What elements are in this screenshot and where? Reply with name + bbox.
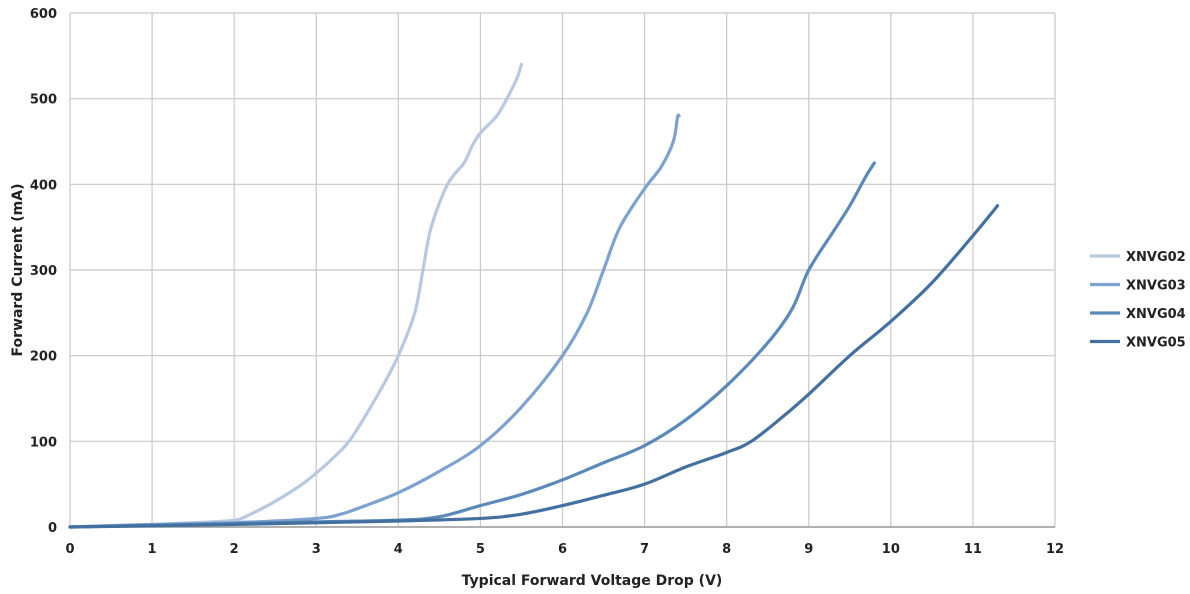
x-tick-label: 0: [65, 542, 74, 557]
x-tick-label: 4: [394, 542, 403, 557]
legend: XNVG02 XNVG03 XNVG04 XNVG05: [1090, 250, 1186, 351]
y-tick-label: 300: [30, 264, 57, 279]
x-tick-label: 12: [1046, 542, 1064, 557]
x-tick-label: 10: [882, 542, 900, 557]
y-tick-label: 500: [30, 93, 57, 108]
x-tick-label: 8: [722, 542, 731, 557]
y-axis-title: Forward Current (mA): [10, 184, 26, 357]
legend-label-xnvg05: XNVG05: [1126, 336, 1186, 351]
legend-label-xnvg03: XNVG03: [1126, 279, 1186, 294]
x-tick-label: 3: [312, 542, 321, 557]
x-tick-label: 7: [640, 542, 649, 557]
grid: [69, 12, 1056, 528]
x-axis-title: Typical Forward Voltage Drop (V): [462, 573, 723, 589]
y-tick-label: 200: [30, 350, 57, 365]
x-tick-label: 5: [476, 542, 485, 557]
legend-label-xnvg04: XNVG04: [1126, 307, 1186, 322]
y-tick-label: 400: [30, 178, 57, 193]
series-lines: [68, 62, 1000, 529]
x-tick-label: 1: [148, 542, 157, 557]
series-line-xnvg04: [68, 161, 877, 529]
legend-label-xnvg02: XNVG02: [1126, 250, 1186, 265]
y-tick-label: 600: [30, 7, 57, 22]
x-tick-label: 2: [230, 542, 239, 557]
series-line-xnvg03: [68, 113, 681, 529]
x-tick-label: 9: [804, 542, 813, 557]
x-tick-label: 11: [964, 542, 982, 557]
axes: Typical Forward Voltage Drop (V) Forward…: [10, 7, 1064, 589]
series-line-xnvg05: [68, 204, 1000, 529]
y-tick-label: 100: [30, 435, 57, 450]
y-tick-label: 0: [48, 521, 57, 536]
series-line-xnvg02: [68, 62, 524, 529]
x-tick-label: 6: [558, 542, 567, 557]
